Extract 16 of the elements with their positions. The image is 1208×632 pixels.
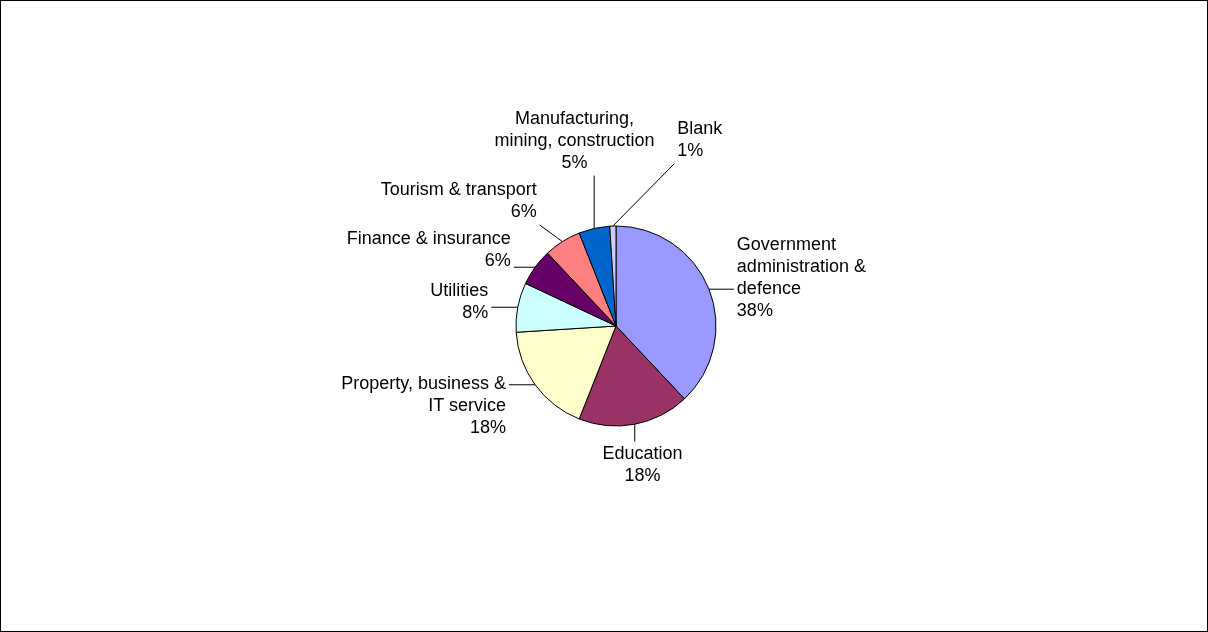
- slice-label: Tourism & transport: [380, 178, 537, 199]
- data-label: 6%: [484, 249, 511, 270]
- slice-label: Finance & insurance: [346, 227, 511, 248]
- data-label: 18%: [624, 465, 661, 486]
- data-label: 38%: [736, 299, 773, 320]
- data-label: 18%: [469, 416, 506, 437]
- data-label: 6%: [510, 200, 537, 221]
- slice-label: Property, business & IT service: [341, 372, 506, 415]
- data-label: 1%: [677, 139, 704, 160]
- slice-label: Utilities: [430, 279, 489, 300]
- slice-label: Manufacturing, mining, construction: [494, 107, 655, 150]
- slice-label: Government administration & defence: [736, 233, 866, 298]
- data-label: 8%: [462, 301, 489, 322]
- slice-label: Education: [602, 443, 683, 464]
- slice-label: Blank: [677, 117, 724, 138]
- data-label: 5%: [561, 151, 588, 172]
